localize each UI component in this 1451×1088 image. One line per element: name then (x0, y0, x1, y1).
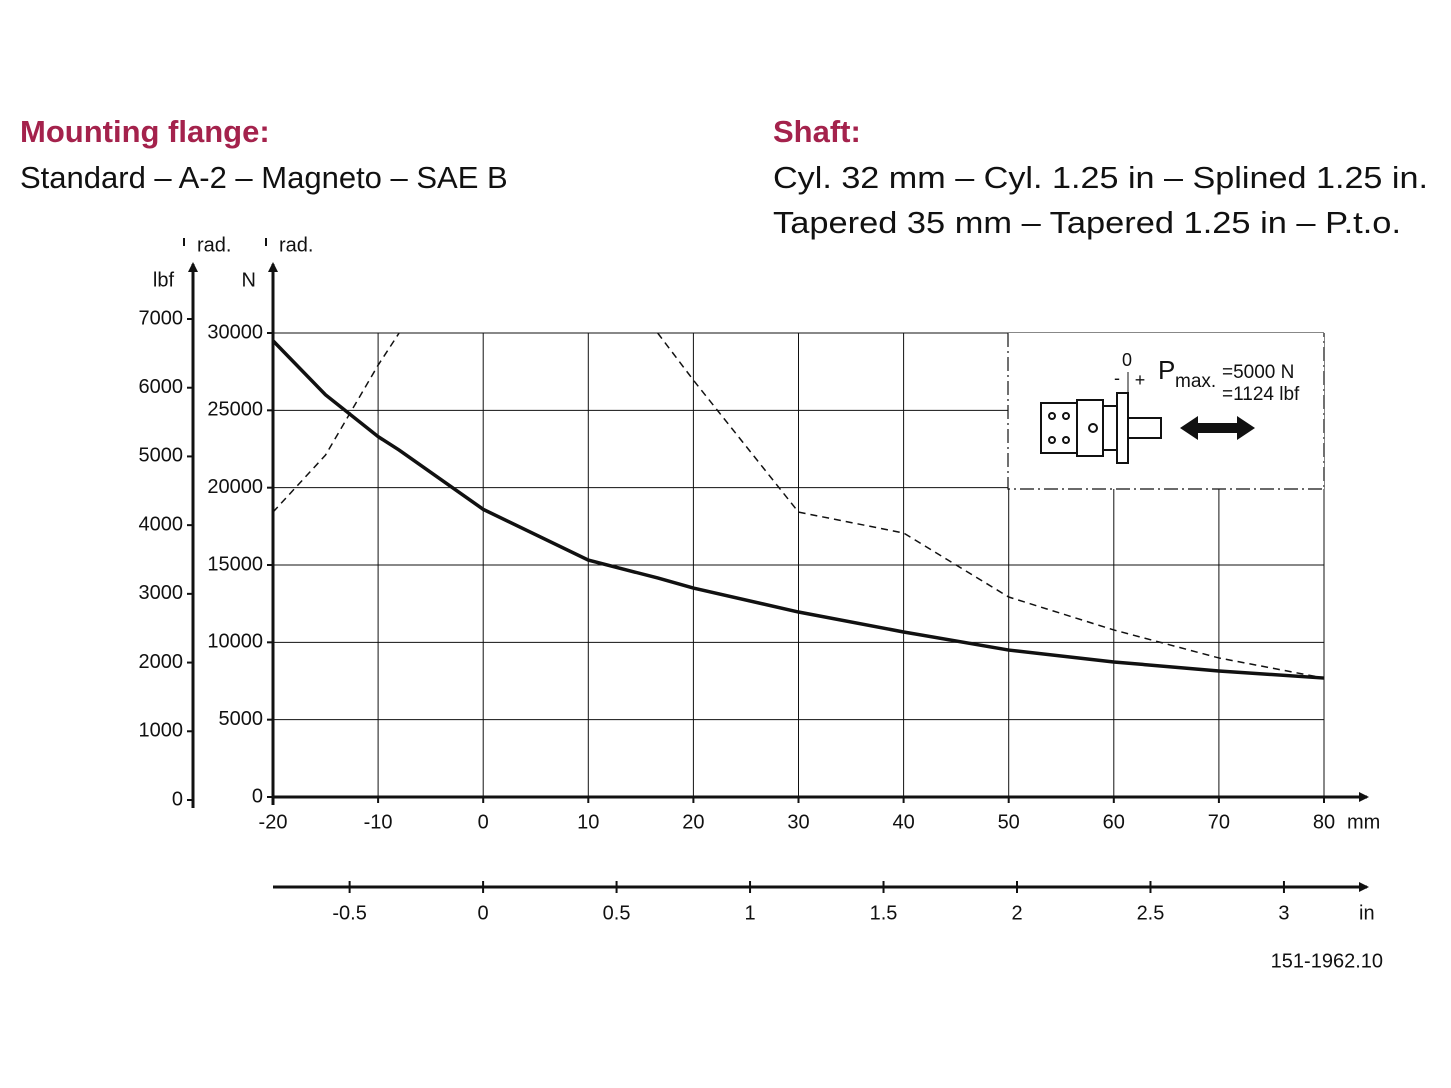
x2-tick-label: 0 (478, 902, 489, 924)
y-tick-label: 30000 (207, 321, 263, 343)
y2-tick-label: 4000 (139, 513, 184, 535)
x-tick-label: 80 (1313, 811, 1335, 833)
x2-axis-label: in (1359, 902, 1375, 924)
right-line: Cyl. 32 mm – Cyl. 1.25 in – Splined 1.25… (773, 160, 1428, 195)
x2-tick-label: 3 (1278, 902, 1289, 924)
x2-tick-label: 0.5 (603, 902, 631, 924)
x-tick-label: 0 (478, 811, 489, 833)
y2-note: rad. (197, 234, 231, 256)
x-tick-label: 20 (682, 811, 704, 833)
y-tick-label: 10000 (207, 631, 263, 653)
x-tick-label: 30 (787, 811, 809, 833)
y-tick-label: 15000 (207, 553, 263, 575)
y-tick-label: 5000 (219, 708, 264, 730)
inset-minus: - (1114, 368, 1120, 388)
x2-tick-label: 2 (1011, 902, 1022, 924)
inset-border (1007, 333, 1325, 490)
figure-id: 151-1962.10 (1271, 950, 1383, 972)
x-tick-label: -20 (259, 811, 288, 833)
y-note: rad. (279, 234, 313, 256)
inset-p: P (1158, 355, 1175, 385)
y2-tick-label: 2000 (139, 651, 184, 673)
motor (1040, 392, 1162, 464)
left-text: Standard – A-2 – Magneto – SAE B (20, 160, 508, 195)
x-axis-label: mm (1347, 811, 1380, 833)
y-tick-label: 20000 (207, 476, 263, 498)
right-title: Shaft: (773, 114, 861, 149)
series-line (271, 339, 1325, 680)
x2-tick-label: 2.5 (1137, 902, 1165, 924)
x-tick-label: 40 (892, 811, 914, 833)
x-tick-label: -10 (364, 811, 393, 833)
inset-zero: 0 (1122, 350, 1132, 370)
y2-tick-label: 7000 (139, 307, 184, 329)
y2-tick-label: 5000 (139, 445, 184, 467)
x2-tick-label: 1.5 (870, 902, 898, 924)
x2-tick-label: -0.5 (332, 902, 366, 924)
inset-force-lbf: =1124 lbf (1222, 384, 1300, 405)
y-axis-label: N (242, 269, 256, 291)
y-tick-label: 0 (252, 785, 263, 807)
y2-tick-label: 1000 (139, 720, 184, 742)
inset: 0 - + P max. =5000 N =1124 lbf (1007, 333, 1325, 490)
series-line (272, 332, 1325, 679)
x-tick-label: 70 (1208, 811, 1230, 833)
x-tick-label: 50 (998, 811, 1020, 833)
x2-tick-label: 1 (744, 902, 755, 924)
inset-plus: + (1135, 370, 1146, 390)
inset-force-n: =5000 N (1222, 362, 1294, 383)
y2-tick-label: 3000 (139, 582, 184, 604)
y2-tick-label: 0 (172, 788, 183, 810)
x-tick-label: 60 (1103, 811, 1125, 833)
y-tick-label: 25000 (207, 399, 263, 421)
y2-axis-label: lbf (153, 269, 175, 291)
right-line: Tapered 35 mm – Tapered 1.25 in – P.t.o. (773, 205, 1401, 240)
x-tick-label: 10 (577, 811, 599, 833)
y2-tick-label: 6000 (139, 376, 184, 398)
inset-p-sub: max. (1175, 371, 1216, 392)
double-arrow (1180, 416, 1255, 440)
left-title: Mounting flange: (20, 114, 270, 149)
